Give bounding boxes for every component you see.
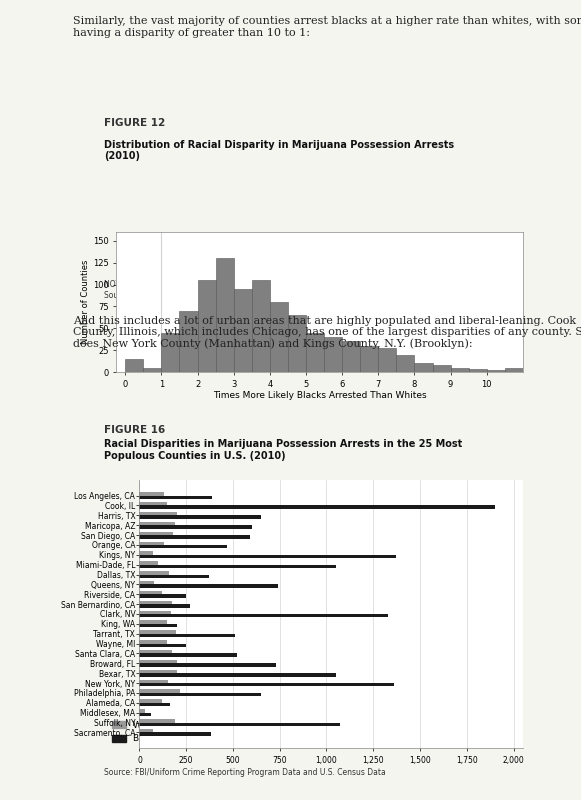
Bar [139, 670, 177, 673]
Legend: White Arrest Rate, Black Arrest Rate: White Arrest Rate, Black Arrest Rate [109, 718, 217, 747]
Bar [139, 492, 164, 496]
Text: NOTE: Population Size > 30,000 and Black Population Percentage Share > 2%
Source: NOTE: Population Size > 30,000 and Black… [104, 280, 403, 299]
Bar [378, 348, 396, 372]
Text: FIGURE 16: FIGURE 16 [104, 425, 166, 435]
Bar [139, 585, 278, 588]
Bar [139, 663, 276, 666]
Bar [139, 630, 176, 634]
Bar [198, 280, 216, 372]
Bar [139, 565, 336, 568]
Bar [139, 660, 177, 663]
Bar [139, 545, 227, 549]
Bar [139, 532, 173, 535]
Text: FIGURE 12: FIGURE 12 [104, 118, 166, 128]
Bar [139, 732, 210, 736]
Bar [139, 679, 168, 683]
Bar [139, 640, 167, 643]
Bar [139, 502, 167, 506]
Bar [139, 719, 175, 722]
Bar [252, 280, 270, 372]
Bar [451, 368, 469, 372]
Bar [139, 650, 172, 654]
Bar [139, 729, 153, 732]
Bar [139, 709, 145, 713]
Text: Similarly, the vast majority of counties arrest blacks at a higher rate than whi: Similarly, the vast majority of counties… [73, 16, 581, 38]
Bar [139, 535, 250, 538]
Bar [234, 289, 252, 372]
Bar [139, 621, 167, 624]
Bar [288, 315, 306, 372]
Bar [414, 363, 432, 372]
Bar [180, 310, 198, 372]
Bar [139, 506, 495, 509]
Bar [139, 594, 186, 598]
Bar [139, 555, 396, 558]
Bar [487, 370, 505, 372]
Bar [139, 542, 164, 545]
Bar [139, 574, 209, 578]
Bar [469, 370, 487, 372]
Bar [139, 562, 158, 565]
Bar [139, 512, 177, 515]
Bar [139, 604, 190, 607]
Bar [139, 614, 388, 618]
Bar [324, 337, 342, 372]
Bar [139, 702, 170, 706]
Bar [139, 526, 252, 529]
Bar [139, 624, 177, 627]
Bar [162, 333, 180, 372]
Bar [360, 346, 378, 372]
Bar [139, 693, 261, 696]
Bar [139, 690, 180, 693]
Bar [139, 673, 336, 677]
Bar [139, 571, 170, 574]
Bar [139, 643, 186, 647]
Bar [139, 551, 153, 555]
Bar [139, 713, 150, 716]
Bar [139, 581, 155, 585]
Text: And this includes a lot of urban areas that are highly populated and liberal-lea: And this includes a lot of urban areas t… [73, 315, 581, 350]
Bar [144, 368, 162, 372]
Bar [139, 654, 236, 657]
Text: Racial Disparities in Marijuana Possession Arrests in the 25 Most
Populous Count: Racial Disparities in Marijuana Possessi… [104, 439, 462, 461]
Bar [139, 601, 172, 604]
X-axis label: Times More Likely Blacks Arrested Than Whites: Times More Likely Blacks Arrested Than W… [213, 391, 426, 401]
Y-axis label: Number of Counties: Number of Counties [81, 260, 90, 344]
Bar [139, 610, 171, 614]
Bar [139, 722, 339, 726]
Bar [139, 522, 175, 526]
Bar [342, 342, 360, 372]
Text: Distribution of Racial Disparity in Marijuana Possession Arrests
(2010): Distribution of Racial Disparity in Mari… [104, 140, 454, 162]
Bar [139, 515, 261, 519]
Text: Source: FBI/Uniform Crime Reporting Program Data and U.S. Census Data: Source: FBI/Uniform Crime Reporting Prog… [104, 768, 386, 777]
Bar [432, 365, 451, 372]
Bar [396, 354, 414, 372]
Bar [139, 634, 235, 637]
Bar [505, 368, 523, 372]
Bar [306, 333, 324, 372]
Bar [139, 591, 162, 594]
Bar [216, 258, 234, 372]
Bar [125, 359, 144, 372]
Bar [139, 496, 213, 499]
Bar [139, 699, 162, 702]
Bar [270, 302, 288, 372]
Bar [139, 683, 394, 686]
